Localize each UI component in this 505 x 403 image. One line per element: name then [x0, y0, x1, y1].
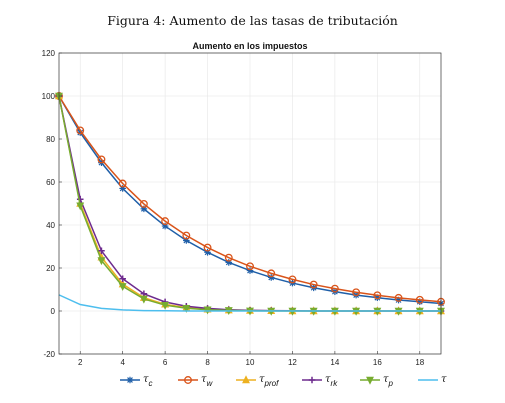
data-point: [416, 298, 424, 306]
data-point: [76, 126, 85, 135]
data-point: [288, 275, 297, 284]
y-tick-label: 120: [42, 49, 56, 58]
x-tick-label: 16: [373, 358, 382, 367]
data-point: [224, 253, 233, 262]
legend-label: τ: [441, 374, 447, 385]
legend-item-1: τc: [120, 374, 153, 388]
data-point: [352, 288, 361, 297]
legend-item-2: τw: [178, 374, 214, 388]
data-point: [183, 237, 190, 244]
legend-item-5: τp: [360, 374, 394, 388]
data-point: [395, 296, 402, 304]
legend-label: τw: [201, 374, 214, 388]
data-point: [203, 243, 212, 252]
data-point: [76, 129, 84, 136]
x-tick-label: 6: [163, 358, 168, 367]
legend-label: τrk: [325, 374, 338, 388]
x-tick-label: 10: [246, 358, 255, 367]
data-point: [98, 247, 105, 255]
y-tick-label: 80: [46, 135, 55, 144]
x-tick-label: 8: [205, 358, 210, 367]
data-point: [119, 185, 126, 192]
x-tick-label: 14: [330, 358, 339, 367]
data-point: [225, 259, 233, 266]
series-line: [58, 95, 442, 303]
data-point: [374, 294, 381, 301]
legend-marker: [366, 376, 374, 385]
data-point: [76, 202, 85, 211]
data-point: [139, 199, 148, 208]
y-tick-label: 0: [51, 307, 56, 316]
data-point: [246, 262, 254, 271]
data-point: [373, 291, 382, 300]
data-point: [182, 305, 191, 313]
data-point: [330, 284, 339, 293]
data-point: [203, 306, 212, 315]
y-tick-label: 60: [46, 178, 55, 187]
y-tick-label: 40: [46, 221, 55, 230]
legend-marker: [184, 376, 192, 384]
data-point: [267, 269, 276, 278]
legend-item-6: τ: [418, 374, 447, 385]
data-point: [161, 222, 169, 230]
data-point: [140, 205, 148, 213]
data-point: [161, 217, 170, 226]
series-6: [58, 294, 441, 312]
legend-marker: [242, 375, 250, 384]
legend-item-3: τprof: [236, 374, 279, 388]
x-tick-label: 18: [415, 358, 424, 367]
data-point: [76, 195, 84, 203]
data-point: [119, 275, 126, 283]
chart-title: Aumento en los impuestos: [192, 41, 307, 51]
data-point: [394, 293, 403, 302]
legend-item-4: τrk: [302, 374, 338, 388]
data-point: [139, 295, 148, 304]
data-point: [182, 231, 191, 240]
data-point: [246, 267, 254, 274]
legend-label: τp: [383, 374, 394, 388]
figure-caption: Figura 4: Aumento de las tasas de tribut…: [107, 13, 398, 28]
data-point: [309, 280, 318, 289]
data-point: [161, 301, 170, 310]
legend-marker: [308, 376, 316, 384]
data-point: [97, 257, 106, 266]
y-tick-label: 100: [42, 92, 56, 101]
legend-label: τprof: [259, 374, 279, 388]
x-tick-label: 2: [78, 358, 83, 367]
series-line: [58, 294, 441, 312]
data-point: [267, 274, 275, 281]
legend-label: τc: [143, 374, 153, 388]
y-tick-label: 20: [46, 264, 55, 273]
x-tick-label: 4: [120, 358, 125, 367]
legend-marker: [126, 376, 134, 384]
data-point: [118, 283, 127, 291]
y-tick-label: -20: [43, 350, 55, 359]
x-tick-label: 12: [288, 358, 297, 367]
data-point: [97, 155, 106, 164]
data-point: [204, 249, 211, 256]
data-point: [415, 295, 424, 304]
data-point: [118, 179, 127, 188]
